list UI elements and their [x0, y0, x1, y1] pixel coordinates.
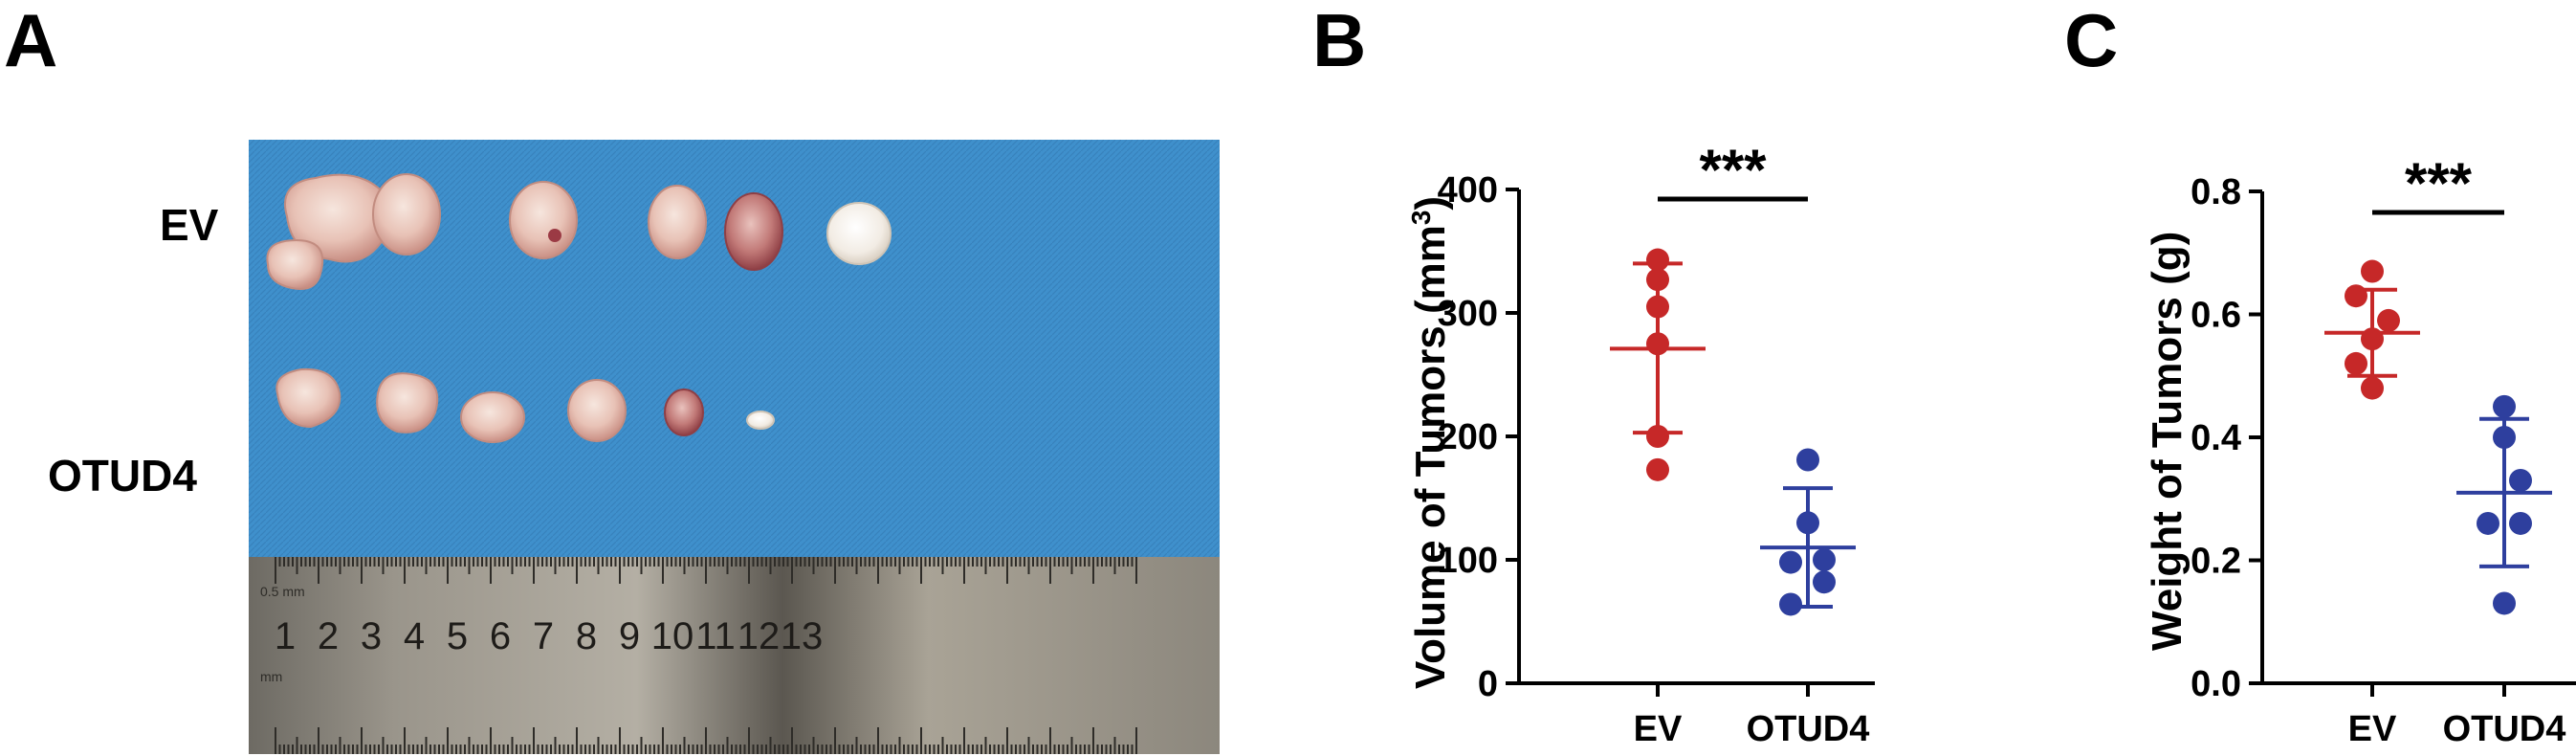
data-point: [1813, 548, 1836, 571]
ruler-number: 2: [318, 615, 339, 657]
data-point: [2509, 511, 2532, 535]
x-tick-label: EV: [2348, 709, 2397, 749]
ruler-number: 5: [447, 615, 468, 657]
data-point: [1646, 332, 1669, 356]
data-point: [1646, 268, 1669, 292]
ruler: 1 2 3 4 5 6 7 8 9 10 11 12 13 0.5 mm mm: [249, 557, 1220, 754]
x-tick-label: OTUD4: [2443, 709, 2566, 749]
data-point: [1796, 511, 1819, 535]
y-tick-label: 0.4: [2191, 418, 2241, 458]
data-point: [2361, 327, 2384, 351]
data-point: [2493, 591, 2516, 615]
panel-a-letter: A: [4, 0, 58, 82]
data-point: [1779, 592, 1802, 616]
x-tick-label: EV: [1634, 709, 1683, 749]
row-label-otud4: OTUD4: [48, 451, 197, 500]
data-point: [1646, 457, 1669, 481]
y-tick-label: 0.2: [2191, 542, 2241, 582]
significance-stars: ***: [2405, 151, 2473, 215]
data-point: [2361, 376, 2384, 400]
data-point: [1646, 295, 1669, 319]
y-tick-label: 100: [1438, 541, 1498, 581]
panel-b-letter: B: [1312, 0, 1367, 82]
y-tick-label: 0: [1478, 664, 1498, 704]
ruler-number: 7: [533, 615, 554, 657]
ruler-number: 1: [275, 615, 296, 657]
ruler-number: 11: [695, 615, 736, 657]
volume-chart: Volume of Tumors (mm3) 0 100 200 300 400 EV OT…: [1406, 138, 1875, 749]
series-otud4: [1760, 448, 1856, 616]
significance-stars: ***: [1699, 138, 1767, 202]
y-tick-label: 400: [1438, 170, 1498, 211]
data-point: [1779, 550, 1802, 574]
data-point: [2345, 351, 2367, 375]
ruler-number: 4: [404, 615, 425, 657]
series-ev: [2324, 259, 2420, 400]
data-point: [2493, 394, 2516, 418]
weight-chart: Weight of Tumors (g) 0.0 0.2 0.4 0.6 0.8 EV OT…: [2144, 151, 2576, 749]
data-point: [2509, 468, 2532, 492]
ruler-unit-label-2: mm: [260, 669, 282, 684]
ruler-number: 3: [361, 615, 382, 657]
data-point: [1796, 448, 1819, 472]
y-axis-label: Volume of Tumors (mm3): [1406, 196, 1455, 689]
tumor-photo: 1 2 3 4 5 6 7 8 9 10 11 12 13 0.5 mm mm: [249, 140, 1220, 754]
ruler-number: 12: [738, 615, 781, 657]
row-label-ev: EV: [160, 200, 219, 250]
data-point: [2361, 259, 2384, 283]
data-point: [1646, 248, 1669, 272]
otud4-tumors: [266, 238, 775, 443]
data-point: [2345, 284, 2367, 308]
y-tick-label: 300: [1438, 294, 1498, 334]
y-axis-label: Weight of Tumors (g): [2144, 232, 2191, 651]
data-point: [2493, 426, 2516, 449]
ruler-number: 13: [781, 615, 824, 657]
y-tick-label: 200: [1438, 417, 1498, 457]
data-point: [2377, 308, 2400, 332]
y-tick-label: 0.0: [2191, 664, 2241, 704]
y-tick-label: 0.6: [2191, 296, 2241, 336]
series-ev: [1610, 248, 1706, 481]
panel-c-letter: C: [2064, 0, 2119, 82]
x-tick-label: OTUD4: [1747, 709, 1870, 749]
ruler-number: 9: [619, 615, 640, 657]
ruler-number: 8: [576, 615, 597, 657]
ev-tumors: [284, 173, 892, 271]
ruler-number: 6: [490, 615, 511, 657]
data-point: [1813, 570, 1836, 594]
y-tick-label: 0.8: [2191, 172, 2241, 212]
ruler-unit-label: 0.5 mm: [260, 584, 305, 599]
data-point: [2477, 511, 2499, 535]
data-point: [1646, 425, 1669, 448]
ruler-number: 10: [651, 615, 694, 657]
series-otud4: [2456, 394, 2552, 615]
